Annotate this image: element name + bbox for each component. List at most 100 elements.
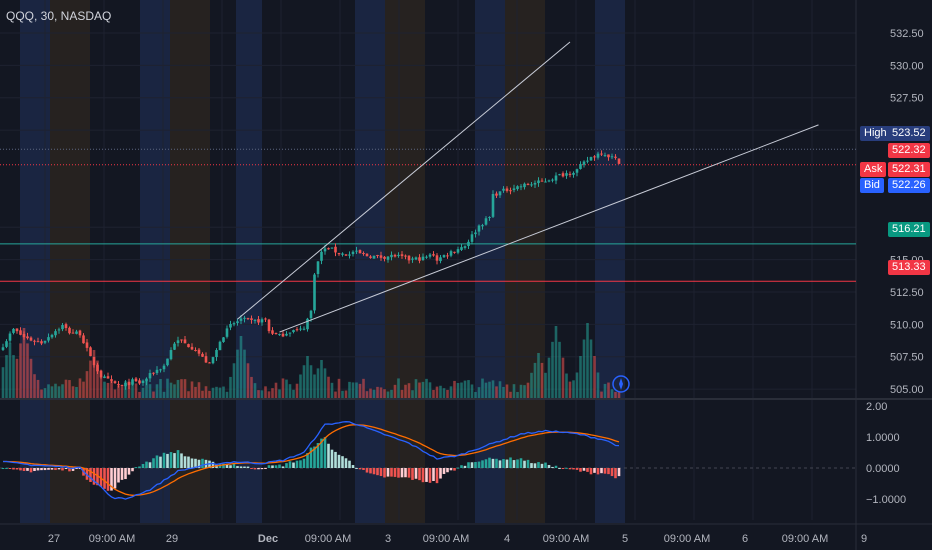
macd-histogram-bar	[600, 468, 603, 474]
volume-bar	[477, 387, 481, 398]
candle-body	[442, 255, 446, 258]
volume-bar	[180, 379, 183, 398]
macd-histogram-bar	[131, 468, 134, 472]
volume-bar	[411, 390, 414, 398]
volume-bar	[404, 384, 407, 398]
candle-body	[169, 350, 173, 360]
macd-histogram-bar	[397, 468, 400, 478]
volume-bar	[400, 389, 404, 398]
alert-icon[interactable]	[612, 375, 630, 393]
candle-body	[334, 246, 337, 253]
volume-bar	[603, 383, 607, 398]
macd-histogram-bar	[145, 461, 148, 468]
volume-bar	[292, 389, 295, 398]
macd-histogram-bar	[243, 466, 246, 468]
candle-body	[565, 173, 568, 176]
macd-histogram-bar	[551, 466, 554, 468]
candle-body	[579, 164, 582, 169]
candle-body	[155, 369, 159, 374]
volume-bar	[204, 386, 208, 398]
volume-bar	[267, 391, 271, 398]
candle-body	[582, 161, 586, 165]
volume-bar	[558, 341, 561, 398]
session-band	[505, 0, 545, 523]
volume-bar	[537, 353, 540, 398]
candle-body	[614, 156, 617, 158]
volume-bar	[82, 381, 85, 398]
volume-bar	[530, 372, 533, 398]
volume-bar	[239, 336, 243, 398]
macd-histogram-bar	[579, 468, 582, 472]
lower-trend-line[interactable]	[279, 124, 819, 333]
volume-bar	[50, 386, 54, 398]
volume-bar	[484, 382, 488, 398]
time-tick-label: 5	[622, 533, 628, 545]
macd-histogram-bar	[22, 468, 26, 472]
macd-histogram-bar	[302, 458, 306, 468]
volume-bar	[187, 391, 190, 398]
volume-bar	[26, 343, 29, 398]
candle-body	[586, 160, 589, 162]
volume-bar	[285, 379, 288, 398]
macd-histogram-bar	[299, 460, 302, 468]
macd-histogram-bar	[166, 453, 169, 468]
volume-bar	[586, 323, 589, 398]
candle-body	[551, 179, 554, 181]
volume-bar	[176, 379, 180, 398]
candle-body	[8, 333, 12, 341]
price-tick-label: 505.00	[890, 384, 924, 396]
volume-bar	[512, 384, 516, 398]
macd-histogram-bar	[554, 465, 558, 468]
volume-bar	[78, 378, 82, 398]
macd-histogram-bar	[390, 468, 393, 477]
macd-histogram-bar	[446, 468, 449, 473]
candle-body	[43, 340, 47, 343]
macd-histogram-bar	[547, 464, 551, 468]
volume-bar	[148, 384, 152, 398]
volume-bar	[106, 382, 110, 398]
macd-histogram-bar	[309, 447, 313, 468]
candle-body	[145, 378, 148, 382]
volume-bar	[215, 386, 218, 398]
candle-body	[173, 343, 176, 350]
time-tick-label: Dec	[258, 533, 278, 545]
price-tick-label: 527.50	[890, 93, 924, 105]
candle-body	[267, 319, 271, 332]
macd-histogram-bar	[586, 468, 589, 472]
macd-histogram-bar	[257, 468, 260, 470]
macd-histogram-bar	[250, 468, 253, 469]
macd-histogram-bar	[85, 468, 89, 480]
volume-bar	[453, 380, 456, 398]
volume-bar	[516, 391, 519, 398]
macd-histogram-bar	[33, 468, 36, 471]
macd-histogram-bar	[327, 443, 330, 468]
macd-histogram-bar	[505, 459, 509, 468]
session-band	[140, 0, 170, 523]
candle-body	[316, 261, 320, 274]
volume-bar	[99, 371, 103, 398]
macd-histogram-bar	[495, 458, 498, 468]
volume-bar	[418, 382, 421, 398]
macd-histogram-bar	[218, 464, 222, 468]
volume-bar	[222, 386, 225, 398]
macd-histogram-bar	[393, 468, 397, 477]
candle-body	[197, 349, 201, 354]
macd-histogram-bar	[190, 458, 194, 468]
upper-trend-line[interactable]	[237, 41, 571, 320]
price-tick-label: 530.00	[890, 60, 924, 72]
macd-histogram-bar	[201, 458, 204, 468]
volume-bar	[379, 387, 383, 398]
candle-body	[204, 356, 208, 363]
candle-body	[194, 350, 197, 352]
candle-body	[432, 254, 435, 256]
macd-histogram-bar	[75, 468, 78, 469]
macd-histogram-bar	[54, 468, 57, 471]
alert-icon-glyph	[619, 378, 623, 390]
volume-bar	[617, 391, 621, 398]
price-tick-label: 510.00	[890, 319, 924, 331]
volume-bar	[393, 384, 397, 398]
volume-bar	[414, 379, 418, 398]
candle-body	[365, 253, 369, 257]
macd-histogram-bar	[407, 468, 411, 478]
